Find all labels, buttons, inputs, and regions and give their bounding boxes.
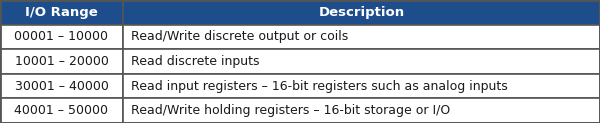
Bar <box>0 98 123 123</box>
Text: Read input registers – 16-bit registers such as analog inputs: Read input registers – 16-bit registers … <box>131 80 508 93</box>
Text: I/O Range: I/O Range <box>25 6 98 19</box>
Bar <box>123 98 600 123</box>
Bar <box>0 0 123 25</box>
Bar <box>123 25 600 49</box>
Text: Read/Write discrete output or coils: Read/Write discrete output or coils <box>131 30 348 43</box>
Text: Description: Description <box>319 6 404 19</box>
Bar <box>0 25 123 49</box>
Text: Read discrete inputs: Read discrete inputs <box>131 55 259 68</box>
Bar <box>0 49 123 74</box>
Bar <box>123 0 600 25</box>
Text: 00001 – 10000: 00001 – 10000 <box>14 30 109 43</box>
Text: 40001 – 50000: 40001 – 50000 <box>14 104 109 117</box>
Bar <box>0 74 123 98</box>
Text: Read/Write holding registers – 16-bit storage or I/O: Read/Write holding registers – 16-bit st… <box>131 104 450 117</box>
Bar <box>123 49 600 74</box>
Text: 10001 – 20000: 10001 – 20000 <box>14 55 109 68</box>
Text: 30001 – 40000: 30001 – 40000 <box>14 80 109 93</box>
Bar <box>123 74 600 98</box>
